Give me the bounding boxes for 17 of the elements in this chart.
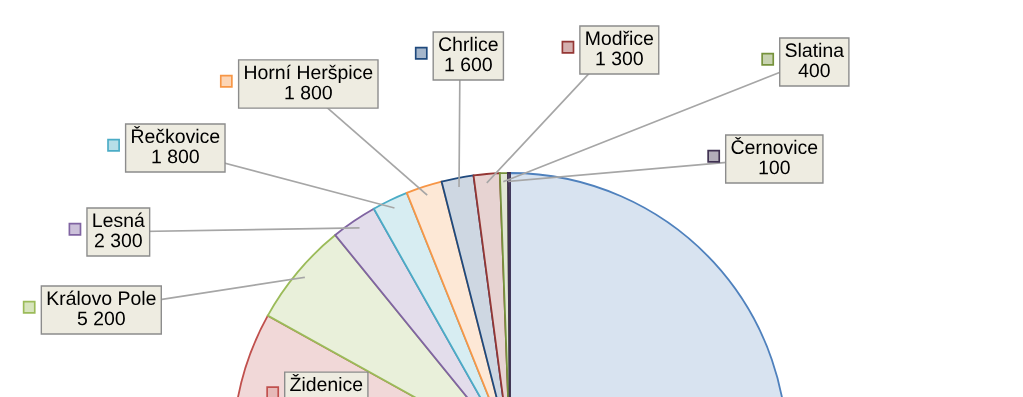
data-label: 1 800 [152, 149, 199, 164]
data-label: 400 [798, 63, 830, 78]
slice-label: Černovice [731, 136, 818, 155]
data-label: 1 300 [596, 51, 643, 66]
slice-label: Modřice [586, 30, 654, 46]
slice-label: Řečkovice [132, 125, 220, 144]
data-label: 1 600 [445, 57, 492, 72]
slice-label: Židenice [290, 374, 363, 392]
data-label: 1 800 [285, 85, 332, 100]
slice-label: Lesná [93, 212, 145, 228]
data-label: 100 [759, 160, 790, 175]
slice-label: Chrlice [439, 36, 498, 52]
data-label: 5 200 [77, 311, 125, 326]
slice-label: Slatina [785, 42, 845, 58]
data-label: 2 300 [94, 233, 142, 248]
slice-label: Královo Pole [47, 290, 156, 306]
slice-label: Horní Heršpice [245, 64, 373, 84]
